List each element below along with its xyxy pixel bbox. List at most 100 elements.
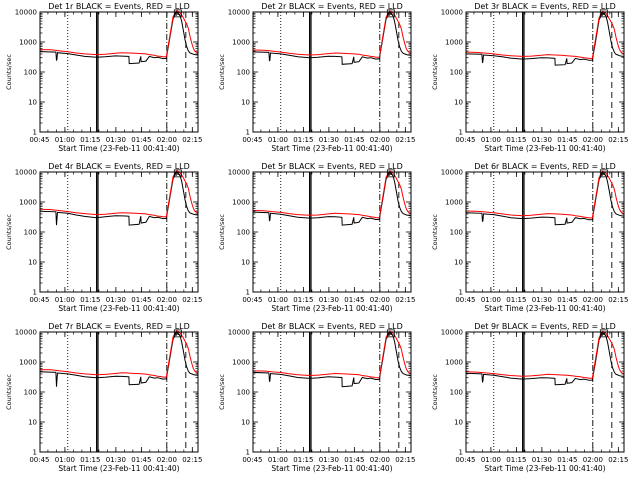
y-tick-label: 1000 — [19, 359, 37, 367]
y-tick-label: 10 — [241, 99, 250, 107]
annotation-label: A — [389, 330, 394, 338]
series-line-events — [466, 11, 624, 66]
x-tick-label: 01:15 — [506, 136, 526, 144]
x-tick-label: 01:45 — [344, 296, 364, 304]
x-tick-label: 01:45 — [557, 456, 577, 464]
y-tick-label: 10000 — [228, 329, 250, 337]
x-tick-label: 01:45 — [557, 296, 577, 304]
y-tick-label: 1 — [246, 449, 250, 457]
y-tick-label: 1000 — [445, 199, 463, 207]
x-tick-label: 00:45 — [242, 456, 262, 464]
x-tick-label: 01:00 — [268, 296, 288, 304]
panel-det-3r: A 1 10 100 1000 10000 00:45 01:00 01:15 01:30 01:4… — [431, 2, 628, 153]
y-tick-label: 10000 — [15, 169, 37, 177]
y-tick-label: 100 — [24, 389, 37, 397]
x-tick-label: 01:00 — [481, 136, 501, 144]
y-tick-label: 10 — [28, 419, 37, 427]
axes-frame — [252, 331, 412, 453]
x-tick-label: 01:00 — [481, 456, 501, 464]
y-tick-label: 10000 — [15, 9, 37, 17]
y-tick-label: 10 — [454, 99, 463, 107]
y-axis-label: Counts/sec — [5, 374, 13, 410]
panel-title: Det 5r BLACK = Events, RED = LLD — [261, 162, 403, 171]
x-axis-label: Start Time (23-Feb-11 00:41:40) — [271, 304, 392, 313]
y-tick-label: 100 — [24, 69, 37, 77]
y-tick-label: 1 — [246, 129, 250, 137]
y-tick-label: 100 — [450, 389, 463, 397]
y-tick-label: 10 — [28, 259, 37, 267]
y-tick-label: 10 — [241, 259, 250, 267]
axes-frame — [465, 11, 625, 133]
x-tick-label: 02:15 — [395, 456, 415, 464]
x-tick-label: 02:00 — [583, 136, 603, 144]
x-tick-label: 02:00 — [370, 296, 390, 304]
x-tick-label: 02:00 — [157, 456, 177, 464]
x-axis-label: Start Time (23-Feb-11 00:41:40) — [271, 144, 392, 153]
panel-title: Det 9r BLACK = Events, RED = LLD — [474, 322, 616, 331]
x-tick-label: 01:00 — [55, 456, 75, 464]
y-tick-label: 10 — [454, 419, 463, 427]
y-tick-label: 10 — [454, 259, 463, 267]
axes-frame — [465, 171, 625, 293]
x-tick-label: 02:15 — [395, 136, 415, 144]
series-line-events — [40, 171, 198, 226]
x-tick-label: 01:30 — [319, 136, 339, 144]
series-line-lld — [253, 10, 411, 58]
panel-det-2r: A 1 10 100 1000 10000 00:45 01:00 01:15 01:30 01:4… — [218, 2, 415, 153]
y-tick-label: 1000 — [19, 199, 37, 207]
x-tick-label: 02:00 — [583, 456, 603, 464]
annotation-box — [173, 169, 182, 178]
x-tick-label: 01:45 — [131, 296, 151, 304]
x-tick-label: 01:30 — [106, 456, 126, 464]
y-tick-label: 100 — [450, 229, 463, 237]
x-tick-label: 01:15 — [293, 296, 313, 304]
axes-frame — [252, 11, 412, 133]
annotation-box — [386, 169, 395, 178]
x-axis-label: Start Time (23-Feb-11 00:41:40) — [484, 464, 605, 473]
series-line-lld — [40, 170, 198, 218]
y-axis-label: Counts/sec — [218, 54, 226, 90]
x-tick-label: 01:00 — [55, 296, 75, 304]
x-tick-label: 02:15 — [608, 296, 628, 304]
y-tick-label: 1 — [33, 289, 37, 297]
y-axis-label: Counts/sec — [431, 54, 439, 90]
series-line-lld — [253, 330, 411, 379]
annotation-label: A — [602, 330, 607, 338]
x-tick-label: 01:45 — [131, 136, 151, 144]
annotation-label: A — [602, 10, 607, 18]
x-tick-label: 01:45 — [344, 136, 364, 144]
x-tick-label: 01:00 — [268, 456, 288, 464]
x-tick-label: 01:30 — [106, 296, 126, 304]
series-line-events — [466, 331, 624, 386]
x-tick-label: 01:30 — [532, 456, 552, 464]
annotation-box — [173, 9, 182, 18]
y-tick-label: 1000 — [445, 359, 463, 367]
annotation-label: A — [389, 170, 394, 178]
panel-det-6r: A 1 10 100 1000 10000 00:45 01:00 01:15 01:30 01:4… — [431, 162, 628, 313]
series-line-lld — [466, 170, 624, 219]
y-tick-label: 10000 — [228, 169, 250, 177]
series-line-lld — [40, 330, 198, 378]
y-axis-label: Counts/sec — [5, 214, 13, 250]
x-tick-label: 01:45 — [557, 136, 577, 144]
x-tick-label: 01:45 — [344, 456, 364, 464]
panel-title: Det 8r BLACK = Events, RED = LLD — [261, 322, 403, 331]
x-tick-label: 01:15 — [80, 136, 100, 144]
x-tick-label: 00:45 — [242, 296, 262, 304]
y-axis-label: Counts/sec — [218, 214, 226, 250]
axes-frame — [39, 11, 199, 133]
x-tick-label: 01:30 — [106, 136, 126, 144]
x-tick-label: 00:45 — [29, 136, 49, 144]
x-axis-label: Start Time (23-Feb-11 00:41:40) — [58, 464, 179, 473]
y-tick-label: 1000 — [19, 39, 37, 47]
y-tick-label: 10000 — [441, 329, 463, 337]
annotation-label: A — [389, 10, 394, 18]
x-tick-label: 02:00 — [370, 456, 390, 464]
x-tick-label: 02:00 — [370, 136, 390, 144]
x-tick-label: 02:00 — [583, 296, 603, 304]
x-tick-label: 01:15 — [293, 456, 313, 464]
y-tick-label: 1 — [459, 449, 463, 457]
x-tick-label: 01:00 — [268, 136, 288, 144]
annotation-label: A — [602, 170, 607, 178]
